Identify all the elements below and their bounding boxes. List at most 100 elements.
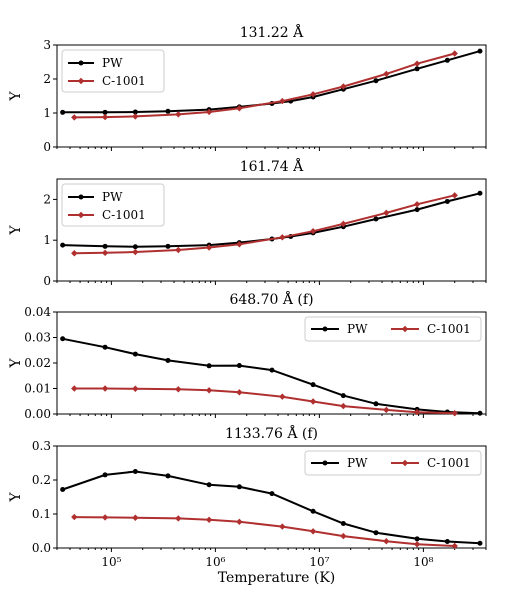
data-point — [132, 351, 138, 357]
data-point — [451, 542, 458, 550]
data-point — [309, 228, 317, 235]
data-point — [383, 209, 390, 217]
y-axis-label: Y — [8, 492, 24, 503]
data-point — [279, 234, 286, 241]
y-axis-label: Y — [8, 225, 24, 236]
legend-marker — [78, 60, 84, 66]
data-point — [340, 220, 347, 228]
y-tick-label: 2 — [43, 192, 51, 206]
data-point — [236, 105, 243, 112]
y-tick-label: 1 — [43, 233, 51, 247]
data-point — [165, 108, 171, 114]
y-tick-label: 0.04 — [24, 305, 51, 319]
data-point — [309, 91, 317, 98]
data-point — [165, 357, 171, 363]
panel-title: 161.74 Å — [240, 157, 304, 175]
data-point — [279, 393, 286, 400]
data-point — [101, 514, 109, 521]
legend-label: C-1001 — [102, 208, 146, 222]
data-point — [205, 516, 213, 523]
data-point — [373, 401, 379, 407]
data-point — [71, 385, 78, 392]
data-point — [175, 111, 182, 118]
data-point — [451, 192, 458, 199]
data-point — [414, 66, 420, 72]
data-point — [60, 109, 66, 115]
data-point — [165, 243, 171, 249]
x-tick-label: 10⁸ — [413, 555, 433, 569]
series-line-C-1001 — [74, 52, 455, 119]
data-point — [340, 83, 347, 90]
data-point — [451, 50, 458, 57]
data-point — [132, 469, 138, 474]
legend-label: PW — [102, 190, 123, 204]
legend-label: PW — [347, 456, 368, 470]
y-tick-label: 0.01 — [24, 382, 51, 396]
data-point — [444, 198, 450, 204]
data-point — [101, 385, 109, 392]
legend: PW C-1001 — [304, 316, 482, 342]
data-point — [206, 363, 212, 369]
data-point — [71, 114, 78, 121]
data-point — [132, 514, 139, 521]
legend-marker — [322, 326, 328, 332]
data-point — [340, 521, 346, 527]
panel-title: 648.70 Å (f) — [229, 290, 313, 308]
panel-4: 1133.76 Å (f) Y 0.0 0.1 0.2 0.3 PW C-1001 10⁵ 10⁶… — [8, 424, 487, 586]
data-point — [236, 389, 243, 396]
legend-label: PW — [102, 56, 123, 70]
data-point — [310, 382, 316, 388]
data-point — [101, 113, 109, 121]
data-point — [269, 491, 275, 497]
data-point — [205, 108, 213, 116]
data-point — [60, 336, 66, 342]
data-point — [165, 473, 171, 479]
y-axis-label: Y — [8, 358, 24, 369]
x-axis-label: Temperature (K) — [218, 570, 336, 586]
data-point — [205, 244, 213, 251]
y-tick-label: 0.00 — [24, 407, 51, 421]
data-point — [444, 539, 450, 545]
data-point — [383, 70, 390, 78]
data-point — [101, 249, 109, 257]
panel-3: 648.70 Å (f) Y 0.00 0.01 0.02 0.03 0.04 PW C-100… — [8, 290, 487, 421]
legend: PW C-1001 — [61, 183, 165, 227]
data-point — [102, 109, 108, 115]
data-point — [383, 406, 390, 414]
legend-marker — [401, 325, 409, 333]
y-tick-label: 0.03 — [24, 331, 51, 345]
data-point — [414, 207, 420, 213]
data-point — [132, 244, 138, 250]
plot-frame — [56, 178, 487, 282]
y-tick-label: 0 — [43, 274, 51, 288]
series-line-C-1001 — [74, 516, 455, 547]
data-point — [236, 518, 243, 526]
legend-label: C-1001 — [102, 74, 146, 88]
data-point — [413, 541, 421, 548]
data-point — [71, 513, 78, 521]
panel-title: 1133.76 Å (f) — [225, 424, 318, 442]
x-tick-label: 10⁷ — [309, 555, 329, 569]
y-tick-label: 0.0 — [32, 541, 51, 555]
data-point — [340, 532, 347, 540]
legend-marker — [77, 211, 85, 219]
legend-marker — [78, 194, 84, 200]
data-point — [206, 482, 212, 488]
y-axis-label: Y — [8, 91, 24, 102]
data-point — [279, 523, 286, 530]
data-point — [477, 540, 483, 546]
x-tick-label: 10⁶ — [205, 555, 225, 569]
y-tick-label: 2 — [43, 72, 51, 86]
data-point — [236, 241, 243, 248]
data-point — [236, 363, 242, 369]
y-tick-label: 0.02 — [24, 356, 51, 370]
data-point — [373, 78, 379, 84]
panel-1: 131.22 Å Y 0 1 2 3 PW C-1001 — [8, 23, 487, 154]
plot-frame — [56, 445, 487, 549]
data-point — [132, 385, 139, 392]
data-point — [413, 409, 421, 416]
panel-2: 161.74 Å Y 0 1 2 PW C-1001 — [8, 157, 487, 288]
data-point — [444, 57, 450, 63]
data-point — [102, 344, 108, 350]
data-point — [102, 472, 108, 478]
